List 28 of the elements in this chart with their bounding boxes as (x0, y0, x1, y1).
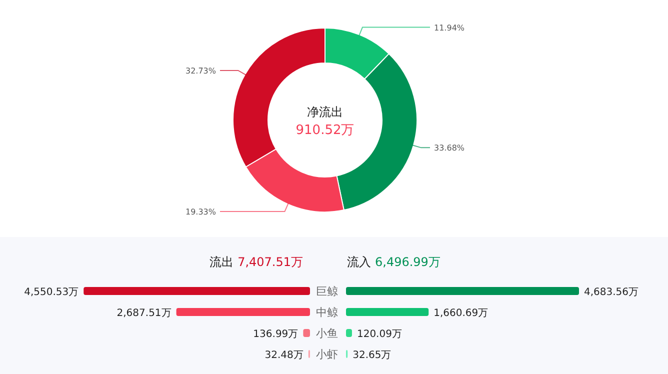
y-tick-label: 中鲸 (316, 306, 338, 319)
data-label: 136.99万 (253, 329, 298, 340)
y-tick-label: 巨鲸 (316, 285, 338, 298)
text: 净流出 (307, 105, 343, 119)
data-label: 32.48万 (264, 350, 304, 361)
text: 6,496.99万 (375, 255, 440, 269)
series-label: 流入 (347, 255, 371, 269)
text: 910.52万 (296, 123, 354, 138)
series-label: 流出 (210, 255, 234, 269)
bar (346, 287, 579, 295)
bar (346, 308, 429, 316)
bar (84, 287, 310, 295)
y-tick-label: 小虾 (316, 348, 338, 361)
data-label: 19.33% (185, 208, 216, 217)
data-label: 120.09万 (356, 329, 402, 340)
text: 7,407.51万 (238, 255, 303, 269)
data-label: 11.94% (434, 23, 465, 32)
data-label: 4,550.53万 (24, 287, 79, 298)
data-label: 32.73% (185, 66, 216, 76)
data-label: 33.68% (434, 144, 465, 153)
bar (346, 329, 352, 337)
data-label: 1,660.69万 (434, 308, 488, 319)
bar (303, 329, 310, 337)
y-tick-label: 小鱼 (316, 327, 338, 340)
bar (176, 308, 310, 316)
data-label: 2,687.51万 (116, 308, 172, 319)
data-label: 32.65万 (352, 350, 392, 361)
data-label: 4,683.56万 (584, 287, 639, 298)
